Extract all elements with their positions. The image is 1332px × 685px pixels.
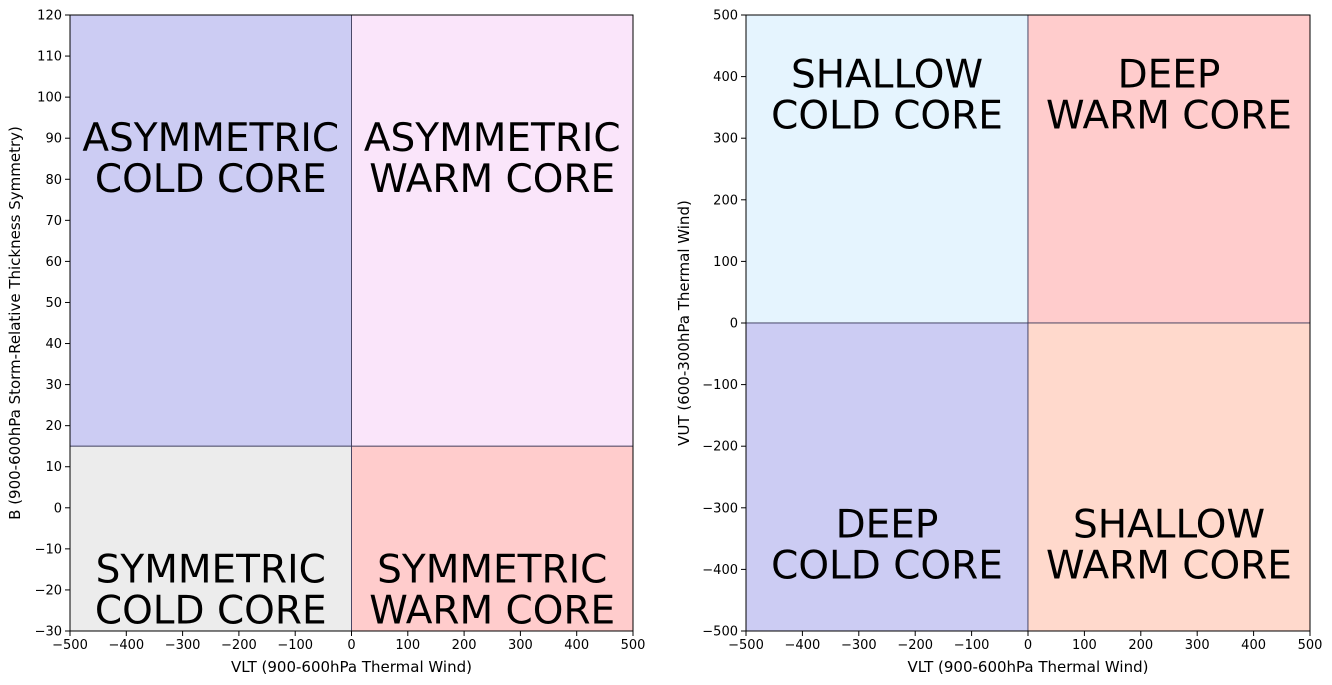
x-tick-label: −200 xyxy=(221,638,257,653)
x-tick-label: −200 xyxy=(897,638,933,653)
y-tick-label: −10 xyxy=(35,542,62,557)
y-tick-label: 110 xyxy=(37,50,62,65)
x-axis-label: VLT (900-600hPa Thermal Wind) xyxy=(908,658,1149,676)
region-label-4: SHALLOW WARM CORE xyxy=(1046,502,1292,588)
region-label-3: SYMMETRIC COLD CORE xyxy=(95,547,327,633)
x-tick-label: 100 xyxy=(1072,638,1097,653)
region-label-1: SHALLOW COLD CORE xyxy=(771,53,1003,139)
x-tick-label: −300 xyxy=(841,638,877,653)
x-tick-label: −300 xyxy=(165,638,201,653)
y-tick-label: 10 xyxy=(45,460,62,475)
y-tick-label: −100 xyxy=(702,378,738,393)
y-tick-label: 70 xyxy=(45,214,62,229)
x-axis-label: VLT (900-600hPa Thermal Wind) xyxy=(231,658,472,676)
x-tick-label: −400 xyxy=(785,638,821,653)
y-tick-label: −300 xyxy=(702,501,738,516)
region-4 xyxy=(1027,322,1311,632)
x-tick-label: 200 xyxy=(1128,638,1153,653)
region-label-line: WARM CORE xyxy=(369,588,615,633)
region-label-line: WARM CORE xyxy=(1046,543,1292,588)
region-label-line: SYMMETRIC xyxy=(96,547,326,592)
y-tick-label: 80 xyxy=(45,173,62,188)
region-label-line: COLD CORE xyxy=(95,588,327,633)
region-label-1: ASYMMETRIC COLD CORE xyxy=(82,116,339,202)
region-3 xyxy=(69,445,352,632)
y-tick-label: 0 xyxy=(730,317,738,332)
region-label-line: SHALLOW xyxy=(791,53,983,98)
region-2 xyxy=(351,14,634,447)
y-tick-label: 40 xyxy=(45,337,62,352)
y-tick-label: 50 xyxy=(45,296,62,311)
y-tick-label: 30 xyxy=(45,378,62,393)
x-tick-label: 300 xyxy=(508,638,533,653)
x-tick-label: 400 xyxy=(564,638,589,653)
region-label-line: SYMMETRIC xyxy=(377,547,607,592)
x-tick-label: 200 xyxy=(452,638,477,653)
region-label-line: ASYMMETRIC xyxy=(364,116,621,161)
y-tick-label: −400 xyxy=(702,563,738,578)
region-label-line: DEEP xyxy=(1118,53,1221,98)
region-label-line: SHALLOW xyxy=(1073,502,1265,547)
x-tick-label: −500 xyxy=(728,638,764,653)
y-tick-label: −200 xyxy=(702,440,738,455)
region-label-2: DEEP WARM CORE xyxy=(1046,53,1292,139)
x-tick-label: −100 xyxy=(277,638,313,653)
x-tick-label: 0 xyxy=(1024,638,1032,653)
y-tick-label: 100 xyxy=(713,255,738,270)
x-tick-label: −400 xyxy=(108,638,144,653)
y-tick-label: 100 xyxy=(37,91,62,106)
x-tick-label: 100 xyxy=(395,638,420,653)
region-label-line: DEEP xyxy=(836,502,939,547)
y-tick-label: −20 xyxy=(35,583,62,598)
y-axis-label: VUT (600-300hPa Thermal Wind) xyxy=(675,200,693,446)
x-tick-label: 300 xyxy=(1185,638,1210,653)
region-label-line: ASYMMETRIC xyxy=(82,116,339,161)
y-tick-label: −500 xyxy=(702,625,738,640)
region-label-2: ASYMMETRIC WARM CORE xyxy=(364,116,621,202)
x-tick-label: −500 xyxy=(52,638,88,653)
y-tick-label: 400 xyxy=(713,70,738,85)
y-tick-label: 60 xyxy=(45,255,62,270)
x-tick-label: −100 xyxy=(954,638,990,653)
region-1 xyxy=(69,14,352,447)
y-tick-label: 500 xyxy=(713,9,738,24)
x-tick-label: 500 xyxy=(1298,638,1323,653)
region-label-line: COLD CORE xyxy=(95,157,327,202)
y-tick-label: 300 xyxy=(713,132,738,147)
region-label-line: COLD CORE xyxy=(771,94,1003,139)
region-label-line: WARM CORE xyxy=(369,157,615,202)
y-tick-label: 20 xyxy=(45,419,62,434)
x-tick-label: 400 xyxy=(1241,638,1266,653)
x-tick-label: 0 xyxy=(347,638,355,653)
region-3 xyxy=(745,322,1029,632)
region-label-3: DEEP COLD CORE xyxy=(771,502,1003,588)
y-tick-label: 120 xyxy=(37,9,62,24)
region-4 xyxy=(351,445,634,632)
y-tick-label: −30 xyxy=(35,625,62,640)
x-tick-label: 500 xyxy=(621,638,646,653)
region-label-4: SYMMETRIC WARM CORE xyxy=(369,547,615,633)
region-label-line: WARM CORE xyxy=(1046,94,1292,139)
region-label-line: COLD CORE xyxy=(771,543,1003,588)
y-tick-label: 200 xyxy=(713,193,738,208)
y-axis-label: B (900-600hPa Storm-Relative Thickness S… xyxy=(6,126,24,520)
y-tick-label: 90 xyxy=(45,132,62,147)
y-tick-label: 0 xyxy=(54,501,62,516)
region-1 xyxy=(745,14,1029,324)
